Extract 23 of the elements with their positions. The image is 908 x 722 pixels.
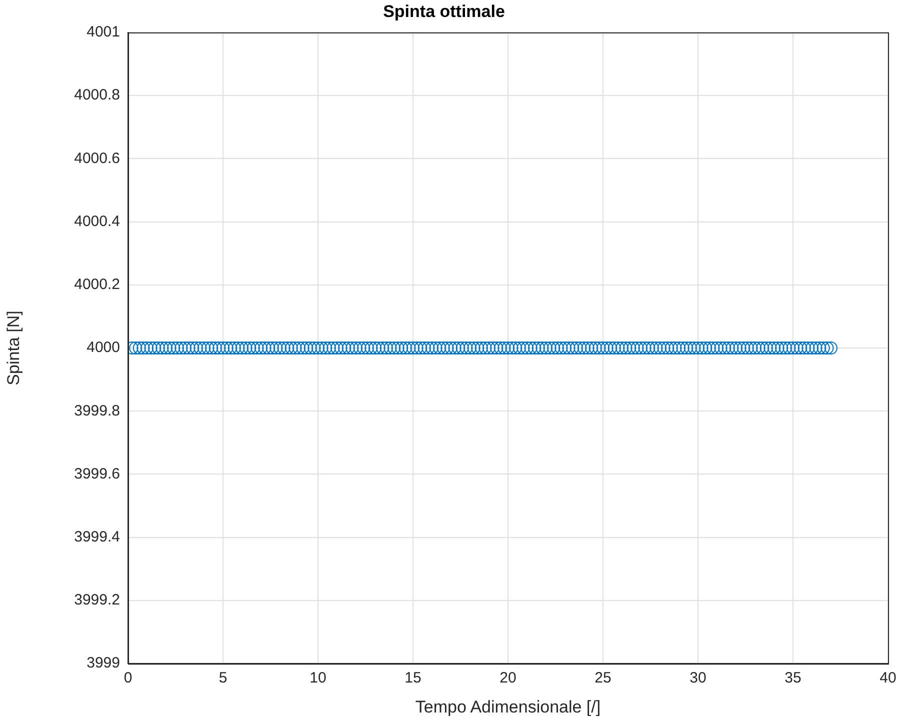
- y-axis-title: Spinta [N]: [4, 310, 23, 386]
- y-tick-label: 3999.8: [74, 402, 120, 420]
- x-tick-label: 35: [784, 670, 802, 687]
- y-tick-label: 4000.8: [74, 86, 120, 104]
- y-tick-label: 3999.4: [74, 528, 120, 546]
- x-tick-label: 15: [404, 670, 422, 687]
- x-tick-label: 40: [880, 670, 896, 687]
- y-tick-label: 4000.6: [74, 150, 120, 167]
- y-tick-label: 3999: [86, 654, 120, 672]
- chart-title: Spinta ottimale: [383, 2, 505, 21]
- x-tick-label: 10: [310, 670, 326, 687]
- y-tick-label: 4000.2: [74, 276, 120, 294]
- x-tick-label: 20: [500, 670, 516, 687]
- x-tick-label: 30: [690, 670, 706, 687]
- x-axis-title: Tempo Adimensionale [/]: [415, 697, 601, 716]
- y-tick-label: 4000.4: [74, 212, 120, 230]
- y-tick-label: 3999.2: [74, 592, 120, 609]
- y-tick-label: 4001: [86, 24, 120, 41]
- x-tick-label: 0: [124, 670, 132, 687]
- x-tick-label: 25: [594, 670, 612, 687]
- y-tick-label: 4000: [86, 339, 120, 356]
- x-tick-label: 5: [218, 670, 228, 687]
- y-tick-label: 3999.6: [74, 465, 120, 482]
